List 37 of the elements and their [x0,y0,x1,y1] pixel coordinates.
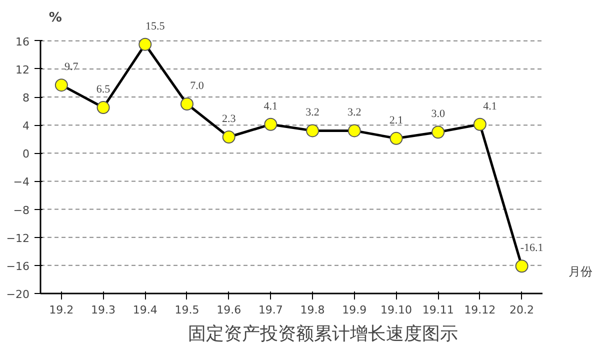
x-tick-label: 19.9 [342,304,367,316]
y-tick-label: 12 [16,63,30,76]
y-tick-label: −8 [13,204,30,217]
y-tick-label: −12 [6,232,30,245]
y-tick-label: 8 [22,92,30,105]
data-label: 9.7 [64,61,79,74]
data-label: -16.1 [520,242,544,254]
x-tick-label: 19.2 [49,304,74,316]
x-tick-label: 19.6 [216,304,242,316]
x-axis-title: 月份 [568,264,592,278]
y-tick-label: −16 [6,260,30,273]
data-label: 4.1 [483,100,497,112]
text: 固定资产投资额累计增长速度图示 [188,324,458,344]
data-label: 6.5 [96,84,111,96]
x-tick-label: 20.2 [510,304,534,316]
y-tick-label: 4 [22,120,30,133]
y-tick-label: 16 [16,35,30,48]
data-label: 7.0 [190,80,204,92]
data-label: 3.0 [431,108,446,120]
data-label: 2.1 [389,114,404,126]
x-tick-label: 19.4 [132,304,158,316]
x-tick-label: 19.10 [380,304,412,316]
y-tick-label: −4 [13,176,30,189]
data-label: 3.2 [348,106,362,119]
x-tick-label: 19.7 [258,304,283,316]
x-tick-label: 19.11 [422,304,454,316]
x-tick-label: 19.3 [91,304,116,316]
data-label: 2.3 [222,113,236,126]
data-label: 3.2 [306,106,320,119]
x-tick-label: 19.8 [300,304,325,316]
data-label: 4.1 [264,100,278,112]
x-tick-label: 19.5 [174,304,200,316]
data-label: 15.5 [146,20,166,32]
y-axis-title: % [48,10,62,26]
y-tick-label: 0 [22,148,30,161]
y-tick-label: −20 [6,288,30,301]
x-tick-label: 19.12 [464,304,496,316]
